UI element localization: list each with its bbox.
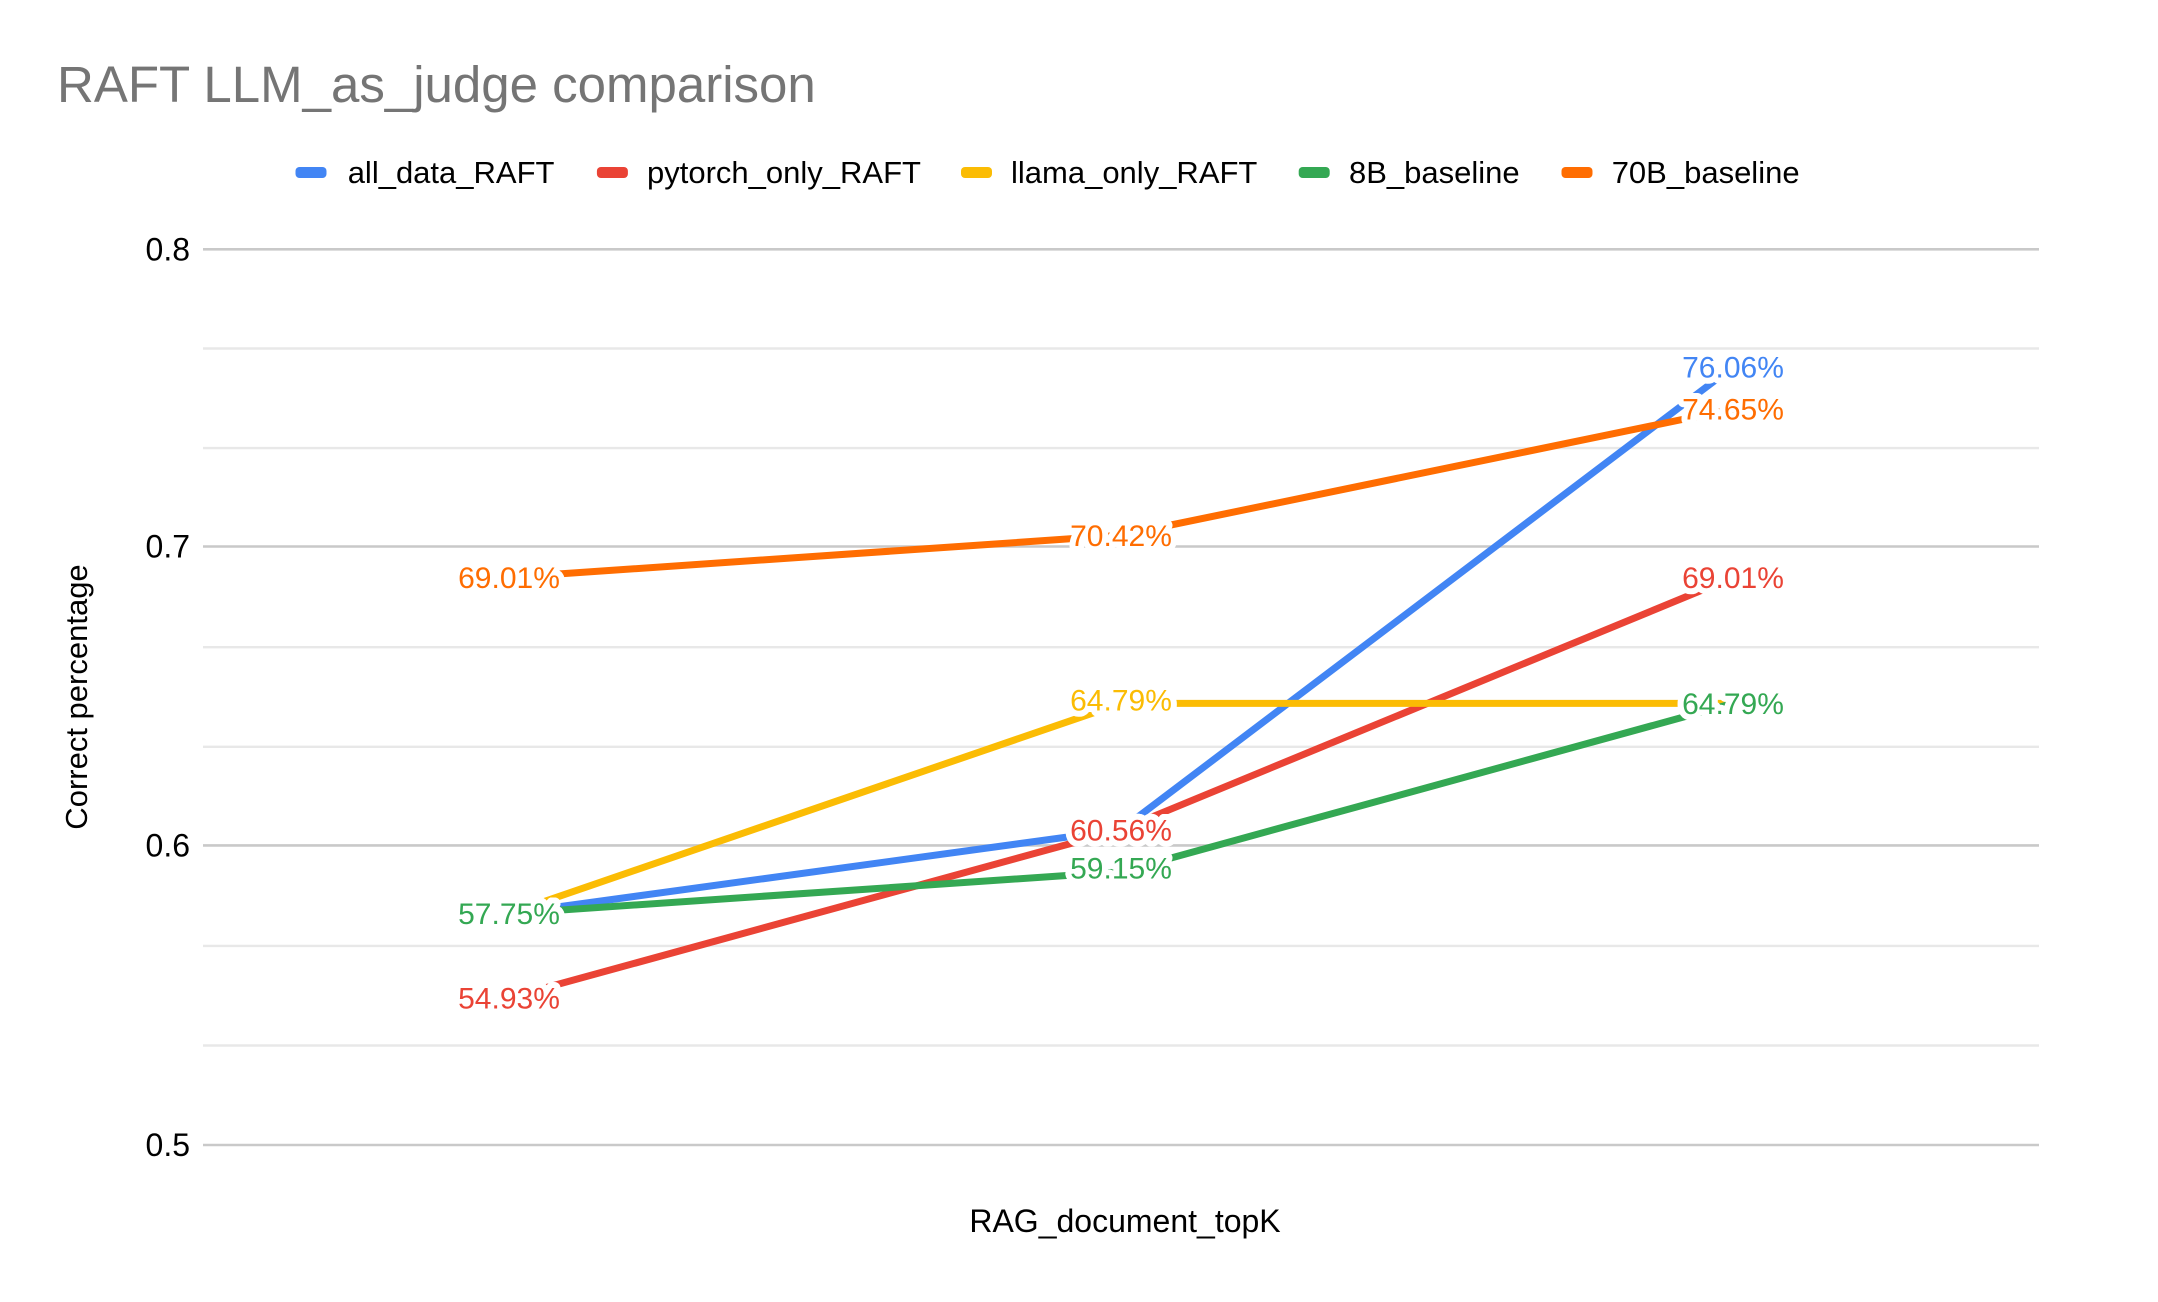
svg-text:60.56%: 60.56% [1070,814,1172,847]
svg-text:74.65%: 74.65% [1682,394,1784,427]
svg-text:57.75%: 57.75% [458,898,560,931]
svg-text:76.06%: 76.06% [1682,352,1784,385]
svg-text:0.7: 0.7 [146,529,190,565]
svg-text:59.15%: 59.15% [1070,853,1172,886]
svg-text:54.93%: 54.93% [458,982,560,1015]
svg-text:pytorch_only_RAFT: pytorch_only_RAFT [647,155,921,190]
svg-text:8B_baseline: 8B_baseline [1349,155,1520,190]
svg-text:Correct percentage: Correct percentage [59,564,94,829]
svg-text:all_data_RAFT: all_data_RAFT [348,155,555,190]
svg-text:llama_only_RAFT: llama_only_RAFT [1011,155,1257,190]
svg-text:RAFT LLM_as_judge comparison: RAFT LLM_as_judge comparison [57,56,816,113]
svg-text:RAG_document_topK: RAG_document_topK [969,1203,1280,1239]
svg-text:60.56%: 60.56% [1070,814,1172,847]
svg-text:57.75%: 57.75% [458,898,560,931]
svg-text:64.79%: 64.79% [1682,688,1784,721]
svg-text:57.75%: 57.75% [458,898,560,931]
svg-text:64.79%: 64.79% [1070,684,1172,717]
svg-text:69.01%: 69.01% [458,562,560,595]
svg-text:0.5: 0.5 [146,1127,190,1163]
svg-text:69.01%: 69.01% [1682,562,1784,595]
svg-text:70B_baseline: 70B_baseline [1612,155,1800,190]
svg-text:64.79%: 64.79% [1682,688,1784,721]
svg-text:0.8: 0.8 [146,231,190,267]
svg-text:70.42%: 70.42% [1070,520,1172,553]
svg-text:0.6: 0.6 [146,828,190,864]
